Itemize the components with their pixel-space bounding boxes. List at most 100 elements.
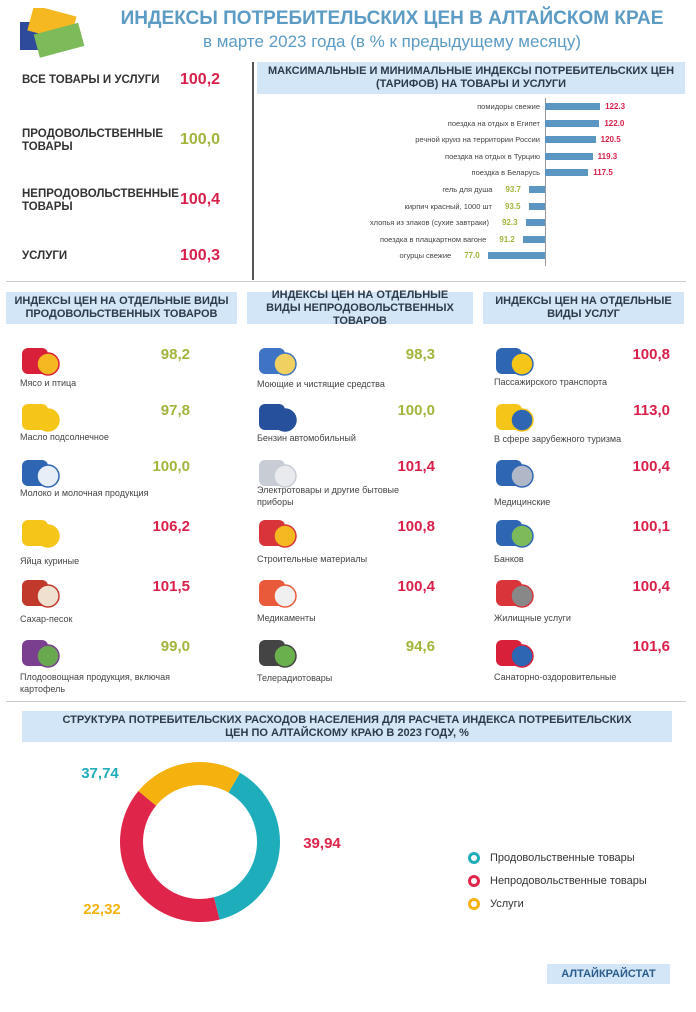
legend-label: Продовольственные товары xyxy=(490,852,635,864)
index-label: Бензин автомобильный xyxy=(257,433,356,443)
bar-category-label: поездка в Беларусь xyxy=(471,168,540,178)
bar-4 xyxy=(545,169,589,177)
milk-icon xyxy=(22,460,60,488)
index-label: Яйца куриные xyxy=(20,556,80,566)
kettle-icon xyxy=(259,460,297,488)
bus-icon xyxy=(496,348,534,376)
index-label: Масло подсолнечное xyxy=(20,432,109,442)
axis-line xyxy=(545,98,546,266)
donut-slice-2 xyxy=(138,762,240,806)
index-value: 100,8 xyxy=(397,518,435,535)
structure-title: СТРУКТУРА ПОТРЕБИТЕЛЬСКИХ РАСХОДОВ НАСЕЛ… xyxy=(22,711,672,742)
sugar-icon xyxy=(22,580,60,608)
index-label: Моющие и чистящие средства xyxy=(257,379,385,389)
bricks-icon xyxy=(259,520,297,548)
index-value: 98,3 xyxy=(405,346,435,363)
bar-value-label: 93.7 xyxy=(505,185,522,194)
summary-label: УСЛУГИ xyxy=(22,250,68,262)
bar-category-label: поездка в плацкартном вагоне xyxy=(379,234,487,244)
summary-value: 100,4 xyxy=(180,191,221,208)
bar-0 xyxy=(545,103,601,110)
index-value: 99,0 xyxy=(160,638,190,655)
source-label: АЛТАЙКРАЙСТАТ xyxy=(547,964,670,984)
bar-5 xyxy=(529,186,545,193)
index-label: Медикаменты xyxy=(257,613,316,623)
index-label: Сахар-песок xyxy=(20,614,73,624)
index-label: Мясо и птица xyxy=(20,378,77,388)
page-subtitle: в марте 2023 года (в % к предыдущему мес… xyxy=(202,32,582,51)
bar-value-label: 91.2 xyxy=(499,234,515,244)
bar-value-label: 77.0 xyxy=(464,251,480,261)
bar-value-label: 92.3 xyxy=(501,218,518,228)
index-value: 100,1 xyxy=(632,518,670,535)
index-label: Телерадиотовары xyxy=(257,673,333,683)
divider xyxy=(252,62,254,280)
index-value: 100,0 xyxy=(152,458,190,475)
index-value: 101,4 xyxy=(397,458,435,475)
bar-category-label: помидоры свежие xyxy=(477,102,540,111)
index-label: Санаторно-оздоровительные xyxy=(494,672,617,682)
bar-7 xyxy=(525,219,545,227)
price-tags-icon xyxy=(20,8,85,58)
bar-6 xyxy=(528,202,545,210)
legend-item: Услуги xyxy=(468,898,524,910)
index-label: Строительные материалы xyxy=(257,554,368,564)
index-value: 113,0 xyxy=(633,402,670,419)
index-value: 100,0 xyxy=(397,402,435,419)
summary-label: ПРОДОВОЛЬСТВЕННЫЕ ТОВАРЫ xyxy=(22,128,163,153)
index-label: Банков xyxy=(494,554,524,564)
bar-value-label: 117.5 xyxy=(593,168,613,178)
legend-marker-icon xyxy=(468,898,480,910)
summary-label: ВСЕ ТОВАРЫ И УСЛУГИ xyxy=(22,74,160,86)
index-label: Плодоовощная продукция, включая картофел… xyxy=(20,672,170,694)
summary-label: НЕПРОДОВОЛЬСТВЕННЫЕ ТОВАРЫ xyxy=(22,188,179,213)
chart-title: МАКСИМАЛЬНЫЕ И МИНИМАЛЬНЫЕ ИНДЕКСЫ ПОТРЕ… xyxy=(257,62,685,94)
meat-icon xyxy=(22,348,60,376)
index-value: 101,6 xyxy=(632,638,670,655)
donut-slice-0 xyxy=(213,772,280,920)
summary-value: 100,0 xyxy=(180,131,221,148)
bar-9 xyxy=(488,252,545,260)
index-value: 94,6 xyxy=(405,638,435,655)
bar-2 xyxy=(545,136,596,144)
index-value: 100,8 xyxy=(632,346,670,363)
medicine-icon xyxy=(259,580,297,608)
legend-marker-icon xyxy=(468,852,480,864)
bar-8 xyxy=(523,235,545,243)
bar-category-label: гель для душа xyxy=(442,185,493,194)
bar-value-label: 122.3 xyxy=(605,102,626,111)
divider xyxy=(6,281,686,282)
legend-item: Продовольственные товары xyxy=(468,852,635,864)
index-value: 100,4 xyxy=(632,458,670,475)
index-value: 101,5 xyxy=(152,578,190,595)
bar-category-label: речной круиз на территории России xyxy=(415,135,540,145)
index-label: Пассажирского транспорта xyxy=(494,377,607,387)
page-title: ИНДЕКСЫ ПОТРЕБИТЕЛЬСКИХ ЦЕН В АЛТАЙСКОМ … xyxy=(120,8,664,29)
section-title: ИНДЕКСЫ ЦЕН НА ОТДЕЛЬНЫЕ ВИДЫ УСЛУГ xyxy=(483,292,684,324)
index-label: Жилищные услуги xyxy=(494,613,571,623)
detergent-icon xyxy=(259,348,297,376)
bar-category-label: огурцы свежие xyxy=(399,251,452,261)
bar-3 xyxy=(545,152,593,160)
summary-value: 100,2 xyxy=(180,71,221,88)
donut-value-label: 37,74 xyxy=(81,765,119,782)
vegetables-icon xyxy=(22,640,60,668)
index-value: 106,2 xyxy=(152,518,190,535)
bar-category-label: поездка на отдых в Турцию xyxy=(445,151,540,161)
tv-icon xyxy=(259,640,297,668)
bar-category-label: хлопья из злаков (сухие завтраки) xyxy=(369,218,489,228)
oil-drop-icon xyxy=(22,404,60,432)
donut-slice-1 xyxy=(120,790,220,922)
legend-marker-icon xyxy=(468,875,480,887)
legend-item: Непродовольственные товары xyxy=(468,875,647,887)
index-value: 100,4 xyxy=(632,578,670,595)
trowel-icon xyxy=(496,580,534,608)
index-value: 100,4 xyxy=(397,578,435,595)
bar-category-label: поездка на отдых в Египет xyxy=(447,118,540,128)
index-label: Медицинские xyxy=(494,497,551,507)
sanatorium-icon xyxy=(496,640,534,668)
bar-value-label: 119.3 xyxy=(597,151,618,161)
canister-icon xyxy=(259,404,297,432)
bar-1 xyxy=(545,119,600,127)
donut-value-label: 39,94 xyxy=(303,835,341,852)
